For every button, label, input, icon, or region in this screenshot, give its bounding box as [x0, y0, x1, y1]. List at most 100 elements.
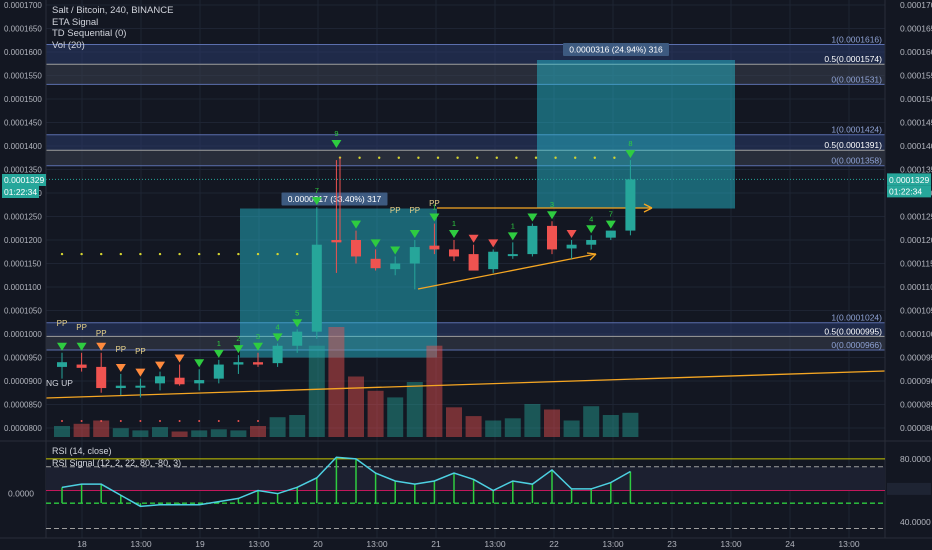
volume-bars	[54, 327, 639, 437]
signal-dot	[378, 156, 381, 159]
volume-bar	[622, 412, 639, 437]
candle-body	[468, 254, 479, 271]
td-triangle	[488, 239, 499, 248]
price-tick-left: 0.0001000	[4, 330, 42, 339]
signal-dot	[476, 156, 479, 159]
volume-bar	[269, 417, 286, 437]
volume-bar	[132, 430, 149, 437]
fib-band	[46, 322, 885, 337]
td-triangle	[605, 220, 616, 229]
stop-dot	[257, 419, 259, 422]
chart-legend: Salt / Bitcoin, 240, BINANCE ETA Signal …	[52, 5, 173, 51]
candle-body	[311, 244, 322, 332]
td-count: 1	[432, 203, 436, 212]
td-count: 4	[589, 214, 593, 223]
fib-retracements: 1(0.0001616) 0.5(0.0001574) 0(0.0001531) 1(…	[46, 34, 885, 351]
td-triangle	[292, 319, 303, 328]
volume-bar	[308, 345, 325, 437]
price-tick-left: 0.0000800	[4, 424, 42, 433]
rsi-tick: 40.0000	[900, 517, 931, 527]
td-count: 8	[628, 139, 632, 148]
td-count: 1	[452, 219, 456, 228]
price-tick-left: 0.0001200	[4, 236, 42, 245]
price-tick: 0.0001250	[900, 212, 932, 222]
pp-label: PP	[96, 329, 107, 338]
td-count: 5	[295, 308, 299, 317]
left-price-tag: 0.0001329	[2, 174, 47, 186]
price-tick-left: 0.0001500	[4, 95, 42, 104]
candle-body	[96, 366, 107, 389]
price-tick: 0.0001700	[900, 0, 932, 10]
signal-dot	[515, 156, 518, 159]
td-triangle	[96, 342, 107, 351]
volume-bar	[367, 390, 384, 437]
ng-up-label: NG UP	[46, 378, 73, 388]
td-triangle	[76, 342, 87, 351]
time-tick: 13:00	[248, 539, 270, 549]
signal-dot	[256, 252, 260, 256]
candle-body	[488, 251, 499, 270]
volume-bar	[171, 431, 188, 437]
measure-label-bg	[281, 192, 388, 206]
chart-title: Salt / Bitcoin, 240, BINANCE	[52, 5, 174, 16]
volume-bar	[406, 382, 423, 437]
measure-label-bg	[563, 42, 669, 56]
fib-label: 0(0.0000966)	[831, 340, 882, 350]
price-tick-left: 0.0001350	[4, 166, 42, 175]
price-tick-left: 0.0001400	[4, 142, 42, 151]
td-count: 4	[276, 322, 280, 331]
candle-body	[57, 362, 67, 367]
time-tick: 21	[431, 539, 441, 549]
td-triangle	[468, 234, 479, 243]
price-tick-left: 0.0001600	[4, 48, 42, 57]
td-count: 1	[217, 339, 221, 348]
volume-bar	[524, 404, 541, 437]
price-tick-left: 0.0001650	[4, 25, 42, 34]
td-triangle	[135, 368, 146, 377]
candle-body	[429, 245, 440, 250]
rsi-legend-main: RSI (14, close)	[52, 446, 112, 456]
candles	[57, 160, 636, 398]
stop-dot	[178, 419, 181, 422]
price-tick: 0.0001350	[900, 165, 932, 175]
candle-body	[233, 362, 244, 365]
price-tick-left: 0.0001700	[4, 1, 42, 10]
rsi-line	[61, 456, 631, 508]
fib-label: 1(0.0001424)	[831, 125, 882, 135]
stop-dot	[61, 419, 63, 422]
candle-body	[449, 249, 459, 257]
price-tick-left: 0.0000900	[4, 377, 42, 386]
signal-dot	[613, 156, 616, 159]
volume-bar	[544, 409, 560, 437]
candle-body	[586, 240, 597, 245]
candle-body	[390, 263, 401, 270]
measure-label: 0.0000317 (33.40%) 317	[288, 194, 382, 204]
fib-band	[46, 336, 885, 350]
pp-label: PP	[429, 199, 440, 208]
price-tick-left: 0.0000950	[4, 354, 42, 363]
price-tick: 0.0000900	[900, 376, 932, 386]
td-count: 7	[609, 210, 613, 219]
candle-body	[213, 364, 224, 379]
td-triangle	[331, 140, 342, 148]
volume-bar	[112, 428, 129, 437]
fib-label: 1(0.0001024)	[831, 313, 882, 323]
signal-dot	[593, 156, 596, 159]
candle-body	[331, 240, 342, 243]
time-tick: 20	[313, 539, 323, 549]
volume-bar	[485, 420, 502, 437]
stop-dot	[217, 419, 220, 422]
stop-dot	[100, 419, 103, 422]
td-triangle	[194, 359, 205, 368]
td-count: 1	[511, 221, 515, 230]
price-axis: 0.0001700 0.0001650 0.0001600 0.0001550 0.00…	[4, 0, 932, 538]
td-triangle	[449, 230, 459, 238]
fib-label: 0.5(0.0000995)	[824, 326, 882, 336]
volume-bar	[73, 423, 90, 437]
candle-body	[76, 364, 87, 368]
fib-label: 0(0.0001358)	[831, 156, 882, 166]
td-triangle	[57, 342, 67, 351]
rsi-tag-bg	[887, 482, 931, 495]
signal-dot	[158, 252, 162, 256]
